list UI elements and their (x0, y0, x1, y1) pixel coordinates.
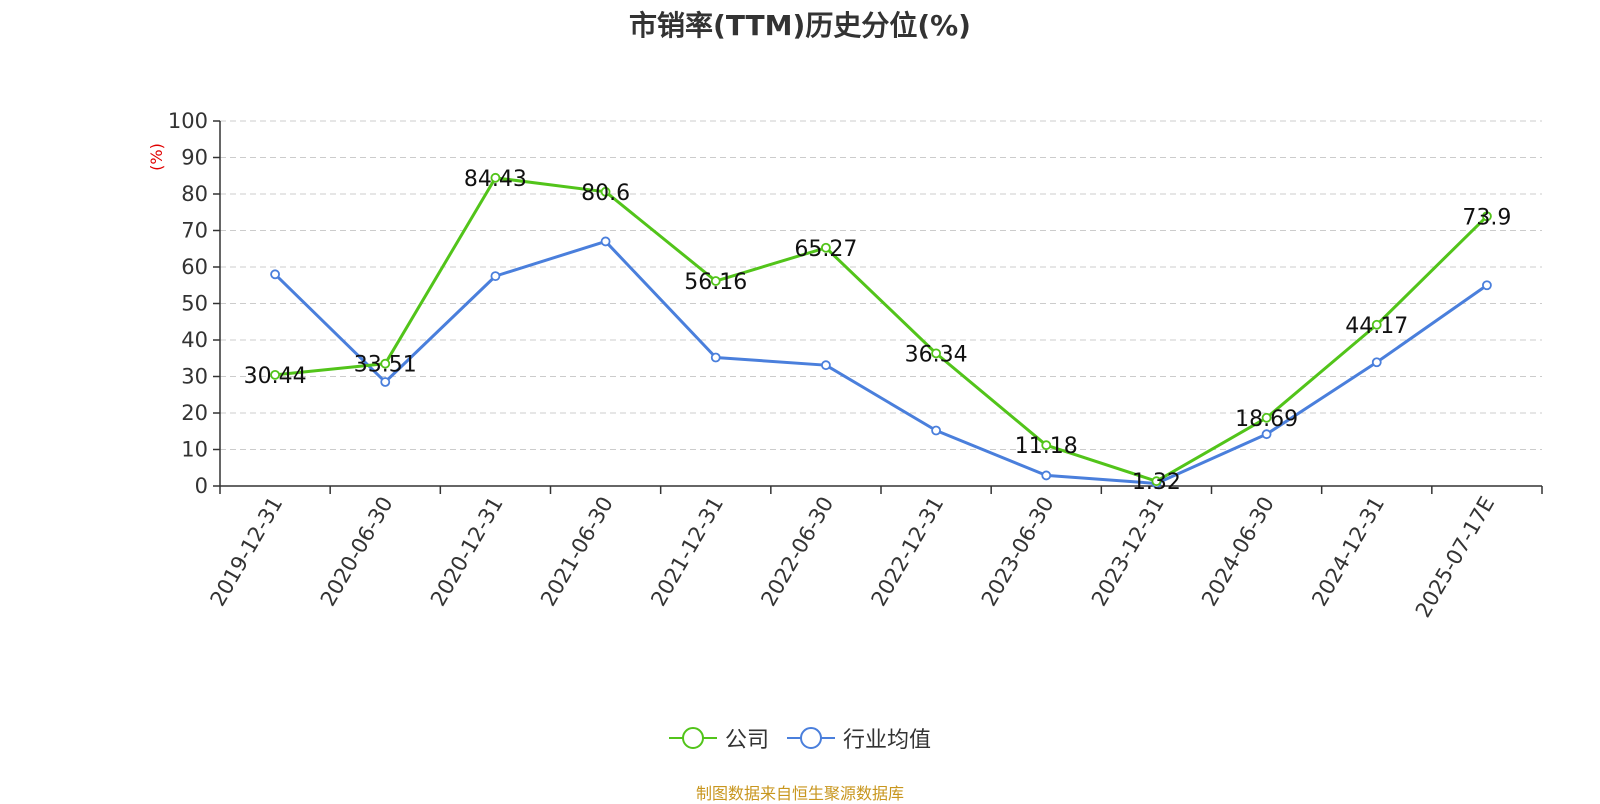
company-point (710, 276, 721, 286)
source-note: 制图数据来自恒生聚源数据库 (695, 784, 904, 803)
company-data-label: 56.16 (684, 270, 747, 295)
company-data-label: 36.34 (905, 342, 968, 367)
y-tick-label: 30 (181, 365, 208, 389)
x-tick-label: 2022-06-30 (756, 493, 838, 611)
legend-industry-label: 行业均值 (843, 728, 932, 753)
series-lines (270, 172, 1492, 489)
x-tick-label: 2024-06-30 (1197, 493, 1279, 611)
industry-series-line (274, 239, 1488, 485)
x-tick-label: 2020-06-30 (316, 493, 398, 611)
industry-point (1261, 429, 1272, 440)
company-data-label: 73.9 (1462, 205, 1511, 230)
company-series-line (274, 176, 1488, 483)
company-point (821, 242, 831, 253)
x-tick-label: 2020-12-31 (426, 493, 508, 611)
y-tick-label: 10 (181, 438, 208, 462)
x-tick-label: 2024-12-31 (1307, 493, 1389, 611)
industry-point (1371, 357, 1382, 368)
company-data-label: 1.32 (1132, 470, 1181, 495)
y-tick-label: 70 (181, 219, 208, 243)
y-tick-label: 0 (195, 474, 208, 498)
legend-industry-icon (787, 727, 835, 749)
company-data-label: 30.44 (244, 364, 307, 389)
company-data-label: 33.51 (354, 353, 417, 378)
y-tick-label: 80 (181, 182, 208, 206)
y-tick-label: 90 (181, 146, 208, 170)
x-tick-label: 2021-12-31 (646, 493, 728, 611)
company-point (1371, 319, 1382, 330)
company-point (931, 348, 941, 359)
data-labels: 30.44 33.51 84.43 80.6 56.16 65.27 36.34 11.18 1… (244, 167, 1512, 495)
y-tick-label: 20 (181, 401, 208, 425)
legend-company-icon (668, 727, 717, 749)
industry-point (600, 236, 611, 247)
company-point (600, 186, 611, 197)
industry-point (490, 271, 501, 282)
legend-item-industry[interactable]: 行业均值 (787, 722, 931, 754)
y-tick-label: 60 (181, 255, 208, 279)
company-data-label: 44.17 (1345, 314, 1408, 339)
industry-point (931, 425, 941, 436)
legend-company-label: 公司 (724, 728, 769, 753)
company-data-label: 65.27 (794, 237, 857, 262)
company-point (1041, 440, 1052, 451)
x-tick-label: 2021-06-30 (536, 493, 618, 611)
company-point (1482, 211, 1492, 222)
legend: 公司 行业均值 (0, 722, 1600, 754)
company-point (380, 358, 391, 369)
legend-item-company[interactable]: 公司 (668, 722, 769, 754)
y-tick-label: 40 (181, 328, 208, 352)
y-axis-label: (%) (147, 143, 166, 171)
x-tick-label: 2022-12-31 (867, 493, 949, 611)
company-point (1151, 476, 1162, 487)
industry-point (1482, 280, 1492, 291)
x-tick-label: 2025-07-17E (1411, 493, 1499, 622)
y-tick-label: 50 (181, 292, 208, 316)
industry-point (270, 269, 280, 280)
company-data-label: 11.18 (1015, 434, 1078, 459)
grid-lines (220, 120, 1542, 450)
company-data-label: 18.69 (1235, 407, 1298, 432)
company-data-label: 80.6 (581, 181, 630, 206)
x-tick-label: 2023-06-30 (977, 493, 1059, 611)
company-point (1261, 412, 1272, 423)
company-data-label: 84.43 (464, 167, 527, 192)
industry-point (380, 377, 391, 387)
company-point (270, 369, 280, 380)
y-tick-label: 100 (168, 109, 208, 133)
industry-point (1041, 470, 1052, 481)
industry-point (821, 360, 831, 371)
x-tick-label: 2019-12-31 (206, 493, 288, 611)
chart-title: 市销率(TTM)历史分位(%) (629, 9, 971, 42)
x-tick-label: 2023-12-31 (1087, 493, 1169, 611)
industry-point (710, 352, 721, 363)
company-point (490, 172, 501, 183)
